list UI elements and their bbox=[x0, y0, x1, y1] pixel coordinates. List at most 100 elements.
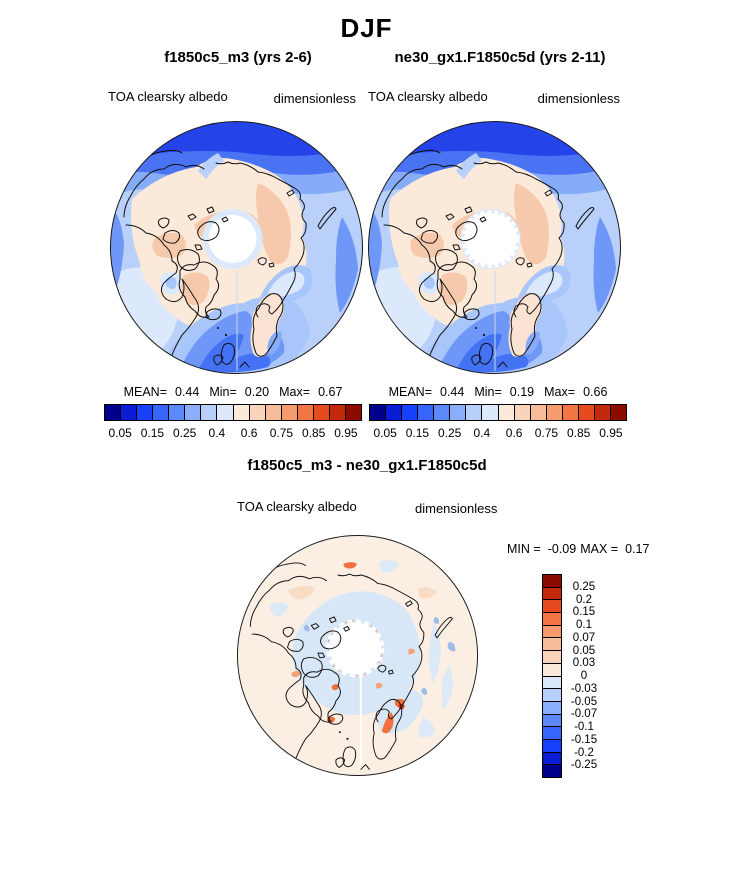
colorbar-segment bbox=[543, 638, 561, 652]
colorbar-segment bbox=[329, 405, 346, 420]
polar-map-right bbox=[368, 121, 621, 374]
colorbar-segment bbox=[265, 405, 282, 420]
colorbar-segment bbox=[543, 676, 561, 690]
min-label: Min= bbox=[209, 385, 237, 399]
colorbar-segment bbox=[137, 405, 154, 420]
colorbar-ticks: 0.05 0.15 0.25 0.4 0.6 0.75 0.85 0.95 bbox=[104, 426, 362, 441]
max-label: MAX = bbox=[580, 542, 619, 556]
stats-right: MEAN= 0.44 Min= 0.19 Max= 0.66 bbox=[368, 385, 628, 399]
stats-left: MEAN= 0.44 Min= 0.20 Max= 0.67 bbox=[104, 385, 362, 399]
colorbar-segment bbox=[233, 405, 250, 420]
colorbar-segment bbox=[543, 651, 561, 664]
colorbar-segment bbox=[249, 405, 266, 420]
colorbar-segment bbox=[217, 405, 234, 420]
colorbar-segment bbox=[153, 405, 170, 420]
colorbar-segment bbox=[543, 600, 561, 614]
colorbar-segment bbox=[482, 405, 499, 420]
colorbar-segment bbox=[402, 405, 419, 420]
colorbar-segment bbox=[105, 405, 122, 420]
colorbar-tick-label: 0.25 bbox=[172, 426, 197, 440]
colorbar-tick-label: 0.25 bbox=[572, 580, 596, 593]
colorbar-diff: 0.25 0.2 0.15 0.1 0.07 0.05 0.03 0 -0.03 -0.05 -0.… bbox=[542, 574, 622, 778]
colorbar-tick-label: 0.95 bbox=[599, 426, 623, 440]
map-boundary-circle bbox=[110, 121, 363, 374]
colorbar-segment bbox=[543, 613, 561, 626]
max-value: 0.67 bbox=[318, 385, 343, 399]
colorbar-segment bbox=[281, 405, 298, 420]
colorbar-strip bbox=[542, 574, 562, 778]
colorbar-tick-label: 0.05 bbox=[108, 426, 132, 440]
colorbar-segment bbox=[543, 727, 561, 740]
colorbar-tick-label: 0.05 bbox=[373, 426, 397, 440]
colorbar-tick-label: 0.4 bbox=[473, 426, 491, 440]
max-value: 0.66 bbox=[583, 385, 608, 399]
max-value: 0.17 bbox=[625, 542, 650, 556]
colorbar-segment bbox=[543, 689, 561, 702]
colorbar-segment bbox=[543, 714, 561, 728]
colorbar-tick-label: 0.6 bbox=[505, 426, 523, 440]
colorbar-segment bbox=[297, 405, 314, 420]
colorbar-segment bbox=[466, 405, 483, 420]
panel-title-left: f1850c5_m3 (yrs 2-6) bbox=[164, 49, 312, 66]
colorbar-tick-label: -0.1 bbox=[574, 721, 594, 733]
colorbar-tick-label: 0.15 bbox=[572, 606, 596, 619]
colorbar-segment bbox=[594, 405, 611, 420]
colorbar-tick-label: 0.75 bbox=[534, 426, 559, 440]
colorbar-segment bbox=[345, 405, 361, 420]
colorbar-segment bbox=[543, 752, 561, 766]
variable-label-diff: TOA clearsky albedo bbox=[237, 499, 357, 514]
stats-diff: MIN = -0.09 MAX = 0.17 bbox=[507, 542, 653, 556]
mean-value: 0.44 bbox=[440, 385, 465, 399]
colorbar-segment bbox=[543, 625, 561, 639]
units-label-diff: dimensionless bbox=[415, 501, 498, 516]
colorbar-tick-label: 0.25 bbox=[437, 426, 462, 440]
colorbar-strip bbox=[104, 404, 362, 421]
colorbar-tick-label: 0.95 bbox=[334, 426, 358, 440]
map-boundary-circle bbox=[237, 535, 478, 776]
mean-label: MEAN= bbox=[123, 385, 167, 399]
colorbar-segment bbox=[543, 575, 561, 588]
colorbar-tick-label: 0.03 bbox=[572, 657, 596, 670]
colorbar-tick-label: -0.05 bbox=[570, 695, 598, 708]
min-label: MIN = bbox=[507, 542, 541, 556]
colorbar-tick-label: -0.07 bbox=[570, 708, 598, 721]
colorbar-segment bbox=[498, 405, 515, 420]
colorbar-segment bbox=[610, 405, 626, 420]
colorbar-tick-label: 0.85 bbox=[301, 426, 326, 440]
min-value: -0.09 bbox=[547, 542, 577, 556]
colorbar-tick-label: 0.2 bbox=[576, 593, 592, 606]
polar-map-difference bbox=[237, 535, 478, 776]
min-value: 0.20 bbox=[244, 385, 270, 399]
colorbar-tick-label: 0.85 bbox=[566, 426, 591, 440]
colorbar-segment bbox=[543, 587, 561, 601]
min-value: 0.19 bbox=[509, 385, 535, 399]
colorbar-strip bbox=[369, 404, 627, 421]
colorbar-segment bbox=[514, 405, 531, 420]
colorbar-segment bbox=[434, 405, 451, 420]
colorbar-tick-label: 0.1 bbox=[576, 619, 592, 631]
colorbar-segment bbox=[562, 405, 579, 420]
mean-value: 0.44 bbox=[175, 385, 200, 399]
polar-map-left bbox=[110, 121, 363, 374]
pole-hole bbox=[464, 213, 517, 265]
colorbar-segment bbox=[530, 405, 547, 420]
colorbar-tick-label: -0.03 bbox=[570, 682, 598, 695]
colorbar-ticks: 0.05 0.15 0.25 0.4 0.6 0.75 0.85 0.95 bbox=[369, 426, 627, 441]
colorbar-segment bbox=[313, 405, 330, 420]
colorbar-tick-label: 0.75 bbox=[269, 426, 294, 440]
min-label: Min= bbox=[474, 385, 502, 399]
colorbar-tick-label: -0.25 bbox=[570, 759, 598, 772]
colorbar-segment bbox=[578, 405, 595, 420]
colorbar-tick-label: 0 bbox=[580, 670, 588, 682]
colorbar-segment bbox=[450, 405, 467, 420]
colorbar-segment bbox=[418, 405, 435, 420]
colorbar-tick-label: 0.07 bbox=[572, 631, 596, 644]
colorbar-right: 0.05 0.15 0.25 0.4 0.6 0.75 0.85 0.95 bbox=[369, 404, 627, 441]
colorbar-segment bbox=[543, 701, 561, 715]
map-boundary-circle bbox=[368, 121, 621, 374]
colorbar-left: 0.05 0.15 0.25 0.4 0.6 0.75 0.85 0.95 bbox=[104, 404, 362, 441]
colorbar-segment bbox=[370, 405, 387, 420]
diff-panel-title: f1850c5_m3 - ne30_gx1.F1850c5d bbox=[247, 457, 487, 474]
colorbar-tick-label: 0.6 bbox=[240, 426, 258, 440]
units-label-left: dimensionless bbox=[273, 91, 356, 106]
